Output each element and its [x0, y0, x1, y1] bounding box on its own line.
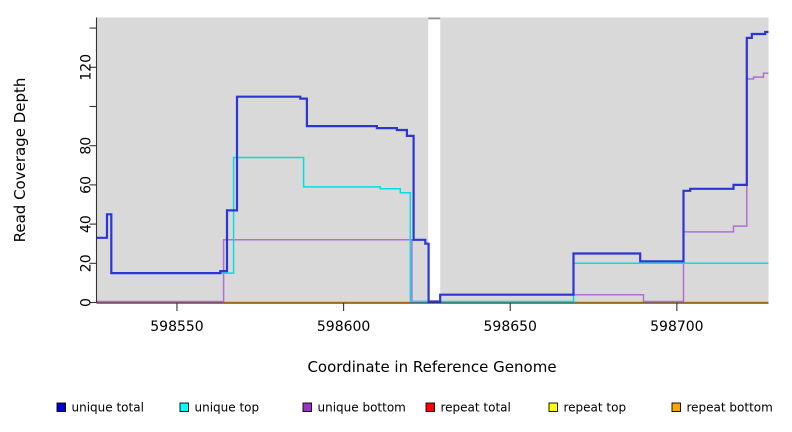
legend-swatch: [56, 402, 66, 412]
plot-area-left: [97, 17, 429, 303]
legend-label: repeat bottom: [687, 401, 773, 415]
legend-item-repeat-top: repeat top: [548, 401, 627, 415]
legend-label: repeat total: [441, 401, 511, 415]
legend-item-unique-bottom: unique bottom: [302, 401, 406, 415]
y-tick-label: 120: [79, 54, 95, 81]
series-lines-layer: [97, 30, 769, 304]
legend-swatch: [302, 402, 312, 412]
plot-background-layer: [97, 17, 769, 303]
x-axis-title: Coordinate in Reference Genome: [307, 358, 556, 376]
y-tick-label: 20: [79, 254, 95, 272]
x-tick-label: 598700: [650, 319, 703, 335]
legend-item-repeat-bottom: repeat bottom: [671, 401, 773, 415]
legend-item-unique-total: unique total: [56, 401, 144, 415]
legend-label: repeat top: [564, 401, 627, 415]
legend-swatch: [671, 402, 681, 412]
y-tick-label: 40: [79, 215, 95, 233]
y-tick-label: 0: [79, 298, 95, 307]
legend-item-repeat-total: repeat total: [425, 401, 511, 415]
chart-line-unique-total: [97, 30, 769, 303]
chart-line-unique-bottom: [97, 72, 769, 303]
y-tick-label: 60: [79, 176, 95, 194]
legend-label: unique top: [195, 401, 260, 415]
x-tick-label: 598600: [317, 319, 370, 335]
legend-label: unique bottom: [318, 401, 406, 415]
y-axis-title: Read Coverage Depth: [11, 78, 29, 243]
plot-area-right: [440, 17, 769, 303]
legend-item-unique-top: unique top: [179, 401, 260, 415]
x-tick-label: 598650: [484, 319, 537, 335]
legend-swatch: [179, 402, 189, 412]
legend-swatch: [548, 402, 558, 412]
axes-layer: 0 20 40 60 80 120 598550 598600 598650 598700: [79, 17, 769, 335]
y-tick-label: 80: [79, 137, 95, 155]
legend: unique total unique top unique bottom repea…: [56, 401, 773, 415]
x-tick-label: 598550: [150, 319, 203, 335]
legend-label: unique total: [72, 401, 144, 415]
legend-swatch: [425, 402, 435, 412]
